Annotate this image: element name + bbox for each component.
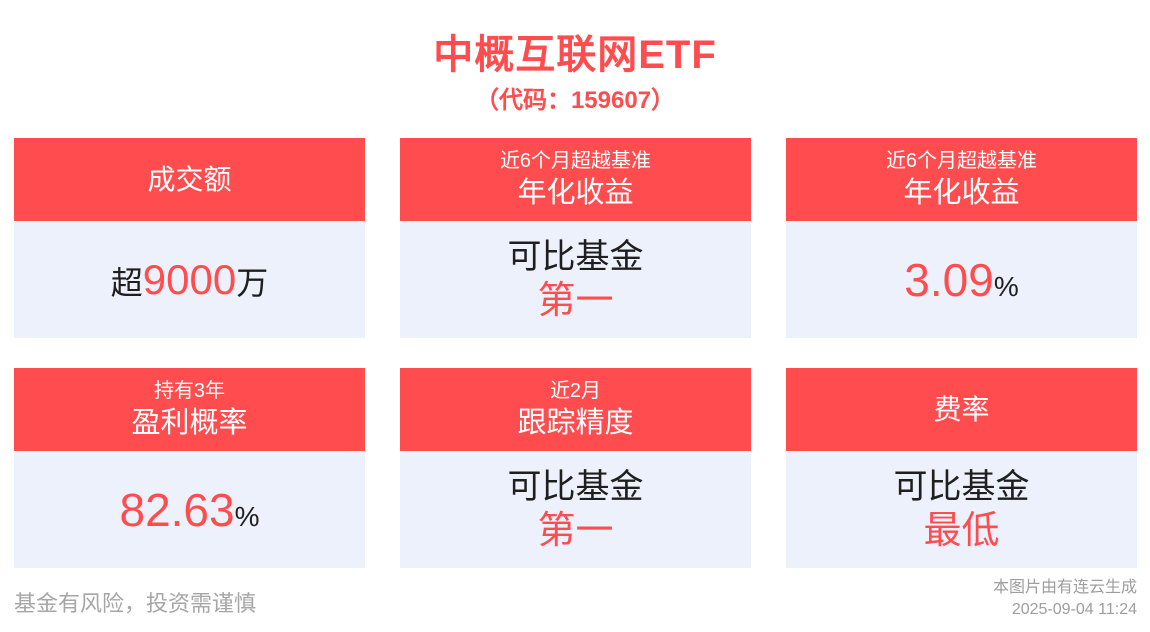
fund-code-subtitle: （代码：159607） <box>474 87 676 114</box>
rank-value: 第一 <box>537 509 614 552</box>
card-benchmark-return-body: 3.09 % <box>786 221 1137 338</box>
card-turnover-body: 超 9000 万 <box>14 221 365 338</box>
comparable-funds-label: 可比基金 <box>507 467 644 506</box>
card-tracking-precision: 近2月 跟踪精度 可比基金 第一 <box>400 368 751 568</box>
card-header-title: 年化收益 <box>903 176 1020 209</box>
card-profit-probability-body: 82.63 % <box>14 451 365 568</box>
percent-unit: % <box>234 500 260 532</box>
rank-value: 第一 <box>537 279 614 322</box>
card-header-title: 跟踪精度 <box>517 406 634 439</box>
probability-value: 82.63 <box>119 483 235 536</box>
card-header-subtitle: 近6个月超越基准 <box>885 149 1038 172</box>
card-header-title: 盈利概率 <box>131 406 248 439</box>
card-header-title: 年化收益 <box>517 176 634 209</box>
rank-text-stack: 可比基金 最低 <box>894 466 1030 554</box>
probability-value-row: 82.63 % <box>119 483 259 537</box>
rank-text-stack: 可比基金 第一 <box>508 236 644 324</box>
timestamp: 2025-09-04 11:24 <box>1011 601 1137 618</box>
comparable-funds-label: 可比基金 <box>893 467 1030 506</box>
turnover-suffix: 万 <box>236 264 269 301</box>
card-header-title: 费率 <box>933 393 990 425</box>
card-fee-rate-body: 可比基金 最低 <box>786 451 1137 568</box>
card-benchmark-rank: 近6个月超越基准 年化收益 可比基金 第一 <box>400 138 751 338</box>
card-turnover: 成交额 超 9000 万 <box>14 138 365 338</box>
return-value: 3.09 <box>904 253 994 306</box>
rank-text-stack: 可比基金 第一 <box>508 466 644 554</box>
card-profit-probability-header: 持有3年 盈利概率 <box>14 368 365 451</box>
comparable-funds-label: 可比基金 <box>507 237 644 276</box>
image-credit: 本图片由有连云生成 2025-09-04 11:24 <box>993 577 1137 621</box>
card-profit-probability: 持有3年 盈利概率 82.63 % <box>14 368 365 568</box>
card-header-subtitle: 近2月 <box>549 379 602 402</box>
lowest-fee-value: 最低 <box>923 509 1000 552</box>
stats-grid: 成交额 超 9000 万 近6个月超越基准 年化收益 可比基金 第一 近6个月超… <box>14 138 1137 568</box>
turnover-prefix: 超 <box>110 264 143 301</box>
card-fee-rate-header: 费率 <box>786 368 1137 451</box>
card-fee-rate: 费率 可比基金 最低 <box>786 368 1137 568</box>
card-turnover-header: 成交额 <box>14 138 365 221</box>
card-benchmark-return: 近6个月超越基准 年化收益 3.09 % <box>786 138 1137 338</box>
card-tracking-precision-header: 近2月 跟踪精度 <box>400 368 751 451</box>
turnover-value-row: 超 9000 万 <box>111 256 268 304</box>
card-benchmark-rank-body: 可比基金 第一 <box>400 221 751 338</box>
card-tracking-precision-body: 可比基金 第一 <box>400 451 751 568</box>
risk-disclaimer: 基金有风险，投资需谨慎 <box>14 591 257 616</box>
turnover-value: 9000 <box>142 255 237 303</box>
return-value-row: 3.09 % <box>904 253 1018 307</box>
card-header-subtitle: 近6个月超越基准 <box>499 149 652 172</box>
credit-line: 本图片由有连云生成 <box>992 579 1137 596</box>
page-title: 中概互联网ETF <box>433 33 717 77</box>
card-header-subtitle: 持有3年 <box>153 379 226 402</box>
card-benchmark-rank-header: 近6个月超越基准 年化收益 <box>400 138 751 221</box>
card-benchmark-return-header: 近6个月超越基准 年化收益 <box>786 138 1137 221</box>
percent-unit: % <box>993 270 1019 302</box>
card-header-title: 成交额 <box>147 163 232 195</box>
